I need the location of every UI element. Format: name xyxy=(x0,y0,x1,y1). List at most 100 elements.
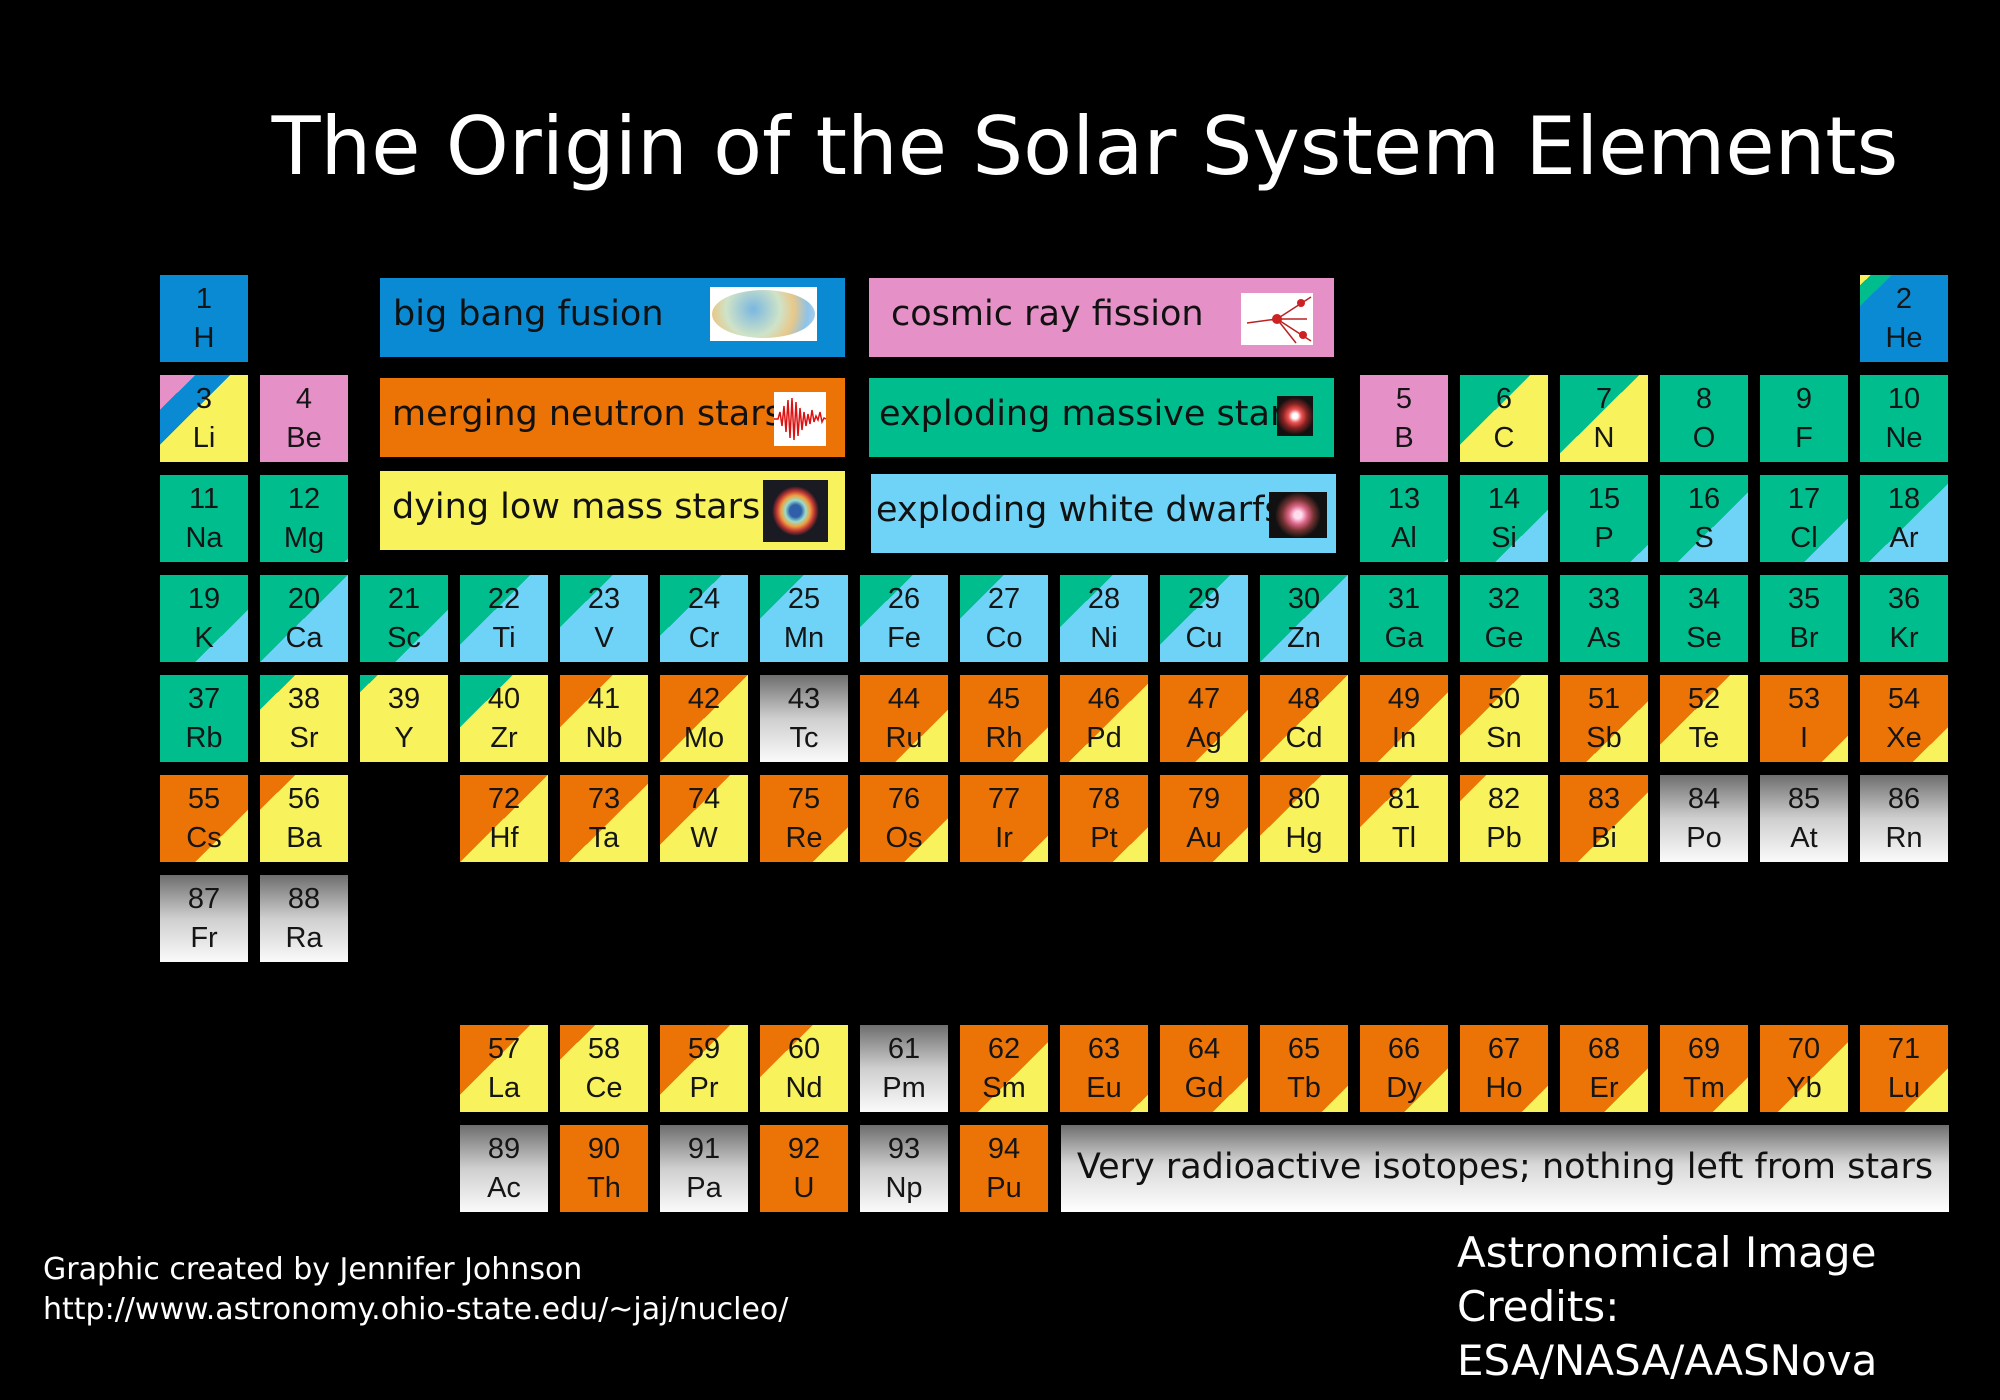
element-symbol: W xyxy=(690,822,718,854)
element-symbol: Ga xyxy=(1384,622,1424,654)
element-kr: 36 Kr xyxy=(1860,575,1948,662)
element-symbol: Sc xyxy=(387,622,421,654)
atomic-number: 94 xyxy=(987,1133,1021,1165)
cosmic-ray-collision-image xyxy=(1241,293,1313,345)
element-symbol: Te xyxy=(1688,722,1720,754)
element-co: 27 Co xyxy=(960,575,1048,662)
atomic-number: 78 xyxy=(1087,783,1121,815)
atomic-number: 51 xyxy=(1587,683,1621,715)
element-tb: 65 Tb xyxy=(1260,1025,1348,1112)
atomic-number: 61 xyxy=(887,1033,921,1065)
atomic-number: 38 xyxy=(287,683,321,715)
element-au: 79 Au xyxy=(1160,775,1248,862)
atomic-number: 2 xyxy=(1895,283,1913,315)
legend-label: big bang fusion xyxy=(393,294,664,334)
element-sm: 62 Sm xyxy=(960,1025,1048,1112)
element-yb: 70 Yb xyxy=(1760,1025,1848,1112)
atomic-number: 13 xyxy=(1387,483,1421,515)
element-pb: 82 Pb xyxy=(1460,775,1548,862)
element-symbol: As xyxy=(1587,622,1621,654)
element-symbol: Sn xyxy=(1486,722,1522,754)
atomic-number: 84 xyxy=(1687,783,1721,815)
element-symbol: V xyxy=(594,622,614,654)
atomic-number: 26 xyxy=(887,583,921,615)
element-ba: 56 Ba xyxy=(260,775,348,862)
element-np: 93 Np xyxy=(860,1125,948,1212)
element-in: 49 In xyxy=(1360,675,1448,762)
element-li: 3 Li xyxy=(160,375,248,462)
element-symbol: Cd xyxy=(1285,722,1323,754)
element-re: 75 Re xyxy=(760,775,848,862)
legend-cosmic-ray-fission: cosmic ray fission xyxy=(869,278,1334,357)
element-hf: 72 Hf xyxy=(460,775,548,862)
element-ce: 58 Ce xyxy=(560,1025,648,1112)
element-be: 4 Be xyxy=(260,375,348,462)
element-y: 39 Y xyxy=(360,675,448,762)
atomic-number: 79 xyxy=(1187,783,1221,815)
element-symbol: Br xyxy=(1789,622,1819,654)
atomic-number: 60 xyxy=(787,1033,821,1065)
element-pu: 94 Pu xyxy=(960,1125,1048,1212)
atomic-number: 58 xyxy=(587,1033,621,1065)
element-nd: 60 Nd xyxy=(760,1025,848,1112)
element-eu: 63 Eu xyxy=(1060,1025,1148,1112)
atomic-number: 76 xyxy=(887,783,921,815)
element-symbol: Nb xyxy=(585,722,623,754)
atomic-number: 41 xyxy=(587,683,621,715)
atomic-number: 46 xyxy=(1087,683,1121,715)
element-cr: 24 Cr xyxy=(660,575,748,662)
element-symbol: Na xyxy=(185,522,223,554)
atomic-number: 44 xyxy=(887,683,921,715)
element-rb: 37 Rb xyxy=(160,675,248,762)
element-symbol: Np xyxy=(885,1172,923,1204)
element-th: 90 Th xyxy=(560,1125,648,1212)
element-symbol: Hf xyxy=(489,822,519,854)
atomic-number: 54 xyxy=(1887,683,1921,715)
atomic-number: 65 xyxy=(1287,1033,1321,1065)
legend-label: exploding massive stars xyxy=(879,394,1303,434)
atomic-number: 50 xyxy=(1487,683,1521,715)
atomic-number: 43 xyxy=(787,683,821,715)
atomic-number: 34 xyxy=(1687,583,1721,615)
element-ca: 20 Ca xyxy=(260,575,348,662)
atomic-number: 77 xyxy=(987,783,1021,815)
atomic-number: 68 xyxy=(1587,1033,1621,1065)
element-symbol: Cl xyxy=(1790,522,1818,554)
element-cu: 29 Cu xyxy=(1160,575,1248,662)
legend-label: dying low mass stars xyxy=(392,487,761,527)
element-symbol: In xyxy=(1391,722,1417,754)
element-ir: 77 Ir xyxy=(960,775,1048,862)
element-symbol: Ir xyxy=(995,822,1013,854)
element-symbol: N xyxy=(1593,422,1615,454)
atomic-number: 3 xyxy=(195,383,213,415)
element-si: 14 Si xyxy=(1460,475,1548,562)
element-symbol: Re xyxy=(785,822,823,854)
radioactive-note: Very radioactive isotopes; nothing left … xyxy=(1076,1147,1934,1187)
element-symbol: Eu xyxy=(1086,1072,1122,1104)
element-tm: 69 Tm xyxy=(1660,1025,1748,1112)
atomic-number: 63 xyxy=(1087,1033,1121,1065)
atomic-number: 93 xyxy=(887,1133,921,1165)
atomic-number: 55 xyxy=(187,783,221,815)
element-i: 53 I xyxy=(1760,675,1848,762)
element-zn: 30 Zn xyxy=(1260,575,1348,662)
atomic-number: 25 xyxy=(787,583,821,615)
atomic-number: 7 xyxy=(1595,383,1613,415)
atomic-number: 56 xyxy=(287,783,321,815)
element-symbol: Ba xyxy=(286,822,322,854)
atomic-number: 86 xyxy=(1887,783,1921,815)
element-symbol: Ar xyxy=(1889,522,1919,554)
element-symbol: He xyxy=(1885,322,1923,354)
author-text: Graphic created by Jennifer Johnson xyxy=(43,1252,583,1287)
planetary-nebula-image xyxy=(763,480,828,542)
legend-label: merging neutron stars? xyxy=(392,394,802,434)
element-sb: 51 Sb xyxy=(1560,675,1648,762)
element-pr: 59 Pr xyxy=(660,1025,748,1112)
supernova-remnant-image xyxy=(1277,396,1313,436)
atomic-number: 22 xyxy=(487,583,521,615)
atomic-number: 16 xyxy=(1687,483,1721,515)
element-symbol: Y xyxy=(394,722,414,754)
element-symbol: F xyxy=(1795,422,1813,454)
